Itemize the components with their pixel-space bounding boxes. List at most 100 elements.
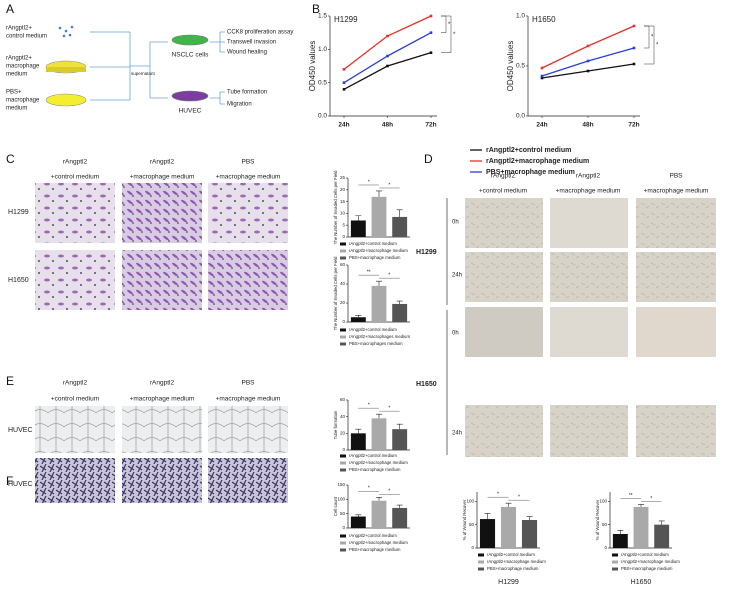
panel-letter: E xyxy=(6,374,14,388)
column-header: rAngptl2 xyxy=(150,159,175,166)
x-tick-label: 24h xyxy=(536,122,547,129)
point xyxy=(429,14,433,18)
legend-swatch xyxy=(478,553,484,557)
y-axis-label: The Number of Invaded Cells per Field xyxy=(333,256,338,330)
y-tick-label: 0 xyxy=(342,447,345,452)
error-bar xyxy=(376,497,382,501)
legend-label: rAngptl2+control medium xyxy=(487,552,535,557)
point xyxy=(586,44,590,48)
y-tick-label: 40 xyxy=(340,414,346,419)
point xyxy=(632,24,636,28)
bar xyxy=(392,507,408,528)
y-tick-label: 60 xyxy=(340,262,346,267)
bar xyxy=(521,520,538,548)
row-label: HUVEC xyxy=(8,427,33,434)
legend-label: rAngptl2+macrophage medium xyxy=(486,158,589,165)
point xyxy=(342,68,346,71)
legend-swatch xyxy=(340,534,346,538)
axis xyxy=(329,16,437,117)
error-bar xyxy=(526,516,533,520)
y-tick-label: 0 xyxy=(342,525,345,530)
legend-label: rAngptl2+control medium xyxy=(486,147,571,154)
assay: Migration xyxy=(227,102,252,108)
point xyxy=(429,51,433,54)
row-label: H1299 xyxy=(416,249,437,256)
legend-swatch xyxy=(340,461,346,465)
panel-letter: B xyxy=(312,2,320,16)
significance: * xyxy=(497,492,499,498)
dish xyxy=(45,93,87,107)
y-tick-label: 20 xyxy=(340,300,346,305)
column-header: +macrophage medium xyxy=(130,174,195,181)
legend-label: PBS+macrophage medium xyxy=(349,255,401,260)
input-label: rAngptl2+ xyxy=(6,56,32,62)
line xyxy=(343,52,432,90)
column-header: +macrophage medium xyxy=(644,188,709,195)
significance: * xyxy=(368,486,370,492)
arrows xyxy=(90,31,225,105)
y-tick-label: 50 xyxy=(340,511,346,516)
column-header: PBS xyxy=(241,159,255,166)
y-tick-label: 40 xyxy=(340,281,346,286)
y-tick-label: 150 xyxy=(337,482,345,487)
bar xyxy=(633,506,649,548)
bar xyxy=(612,534,628,548)
legend-label: PBS+macrophage medium xyxy=(621,566,673,571)
row-label: H1650 xyxy=(8,277,29,284)
legend-label: rAngptl2+control medium xyxy=(349,533,397,538)
bar xyxy=(350,220,366,237)
point xyxy=(540,66,544,70)
x-tick-label: 48h xyxy=(382,122,393,129)
time-label: 0h xyxy=(452,220,459,226)
dish-side xyxy=(46,67,86,72)
legend-swatch xyxy=(340,548,346,552)
legend-label: PBS+macrophage medium xyxy=(349,467,401,472)
column-header: +macrophage medium xyxy=(130,396,195,403)
input-label: medium xyxy=(6,72,27,78)
arrow-label: supernatant xyxy=(131,71,156,76)
panel-letter: C xyxy=(6,152,15,166)
bar xyxy=(371,196,387,237)
significance: * xyxy=(453,32,456,38)
legend-label: rAngptl2+macrophages medium xyxy=(349,334,410,339)
line xyxy=(343,32,432,84)
legend-swatch xyxy=(612,553,618,557)
bar xyxy=(479,519,496,548)
legend-label: PBS+macrophage medium xyxy=(487,566,539,571)
significance: * xyxy=(656,43,659,49)
significance: * xyxy=(448,22,451,28)
significance: * xyxy=(388,272,390,278)
y-axis-label: % of Wound Recover xyxy=(595,499,600,540)
significance: * xyxy=(388,182,390,188)
legend-label: PBS+macrophages medium xyxy=(349,341,403,346)
bar xyxy=(350,516,366,528)
point xyxy=(386,34,389,38)
point xyxy=(632,46,636,50)
y-tick-label: 15 xyxy=(340,199,346,204)
input-label: macrophage xyxy=(6,98,40,104)
y-tick-label: 25 xyxy=(340,175,346,180)
legend-swatch xyxy=(340,342,346,346)
column-header: PBS xyxy=(241,380,255,387)
y-tick-label: 100 xyxy=(599,499,607,504)
assay: Transwell invasion xyxy=(227,40,276,46)
y-tick-label: 1.0 xyxy=(516,13,525,20)
y-axis-label: OD450 values xyxy=(506,41,515,92)
legend-swatch xyxy=(340,541,346,545)
input-label: medium xyxy=(6,106,27,112)
column-header: +macrophage medium xyxy=(216,396,281,403)
error-bar xyxy=(396,423,403,430)
chart-title: H1299 xyxy=(334,15,358,24)
column-header: +macrophage medium xyxy=(556,188,621,195)
bar xyxy=(350,433,366,450)
legend-label: rAngptl2+macrophage medium xyxy=(487,559,546,564)
panel-letter: A xyxy=(6,2,14,16)
significance: ** xyxy=(367,269,371,275)
error-bar xyxy=(505,502,512,507)
y-tick-label: 10 xyxy=(340,211,346,216)
point xyxy=(386,54,389,58)
error-bar xyxy=(376,280,382,286)
error-bar xyxy=(376,190,382,197)
bracket xyxy=(441,15,447,33)
point xyxy=(632,62,636,66)
